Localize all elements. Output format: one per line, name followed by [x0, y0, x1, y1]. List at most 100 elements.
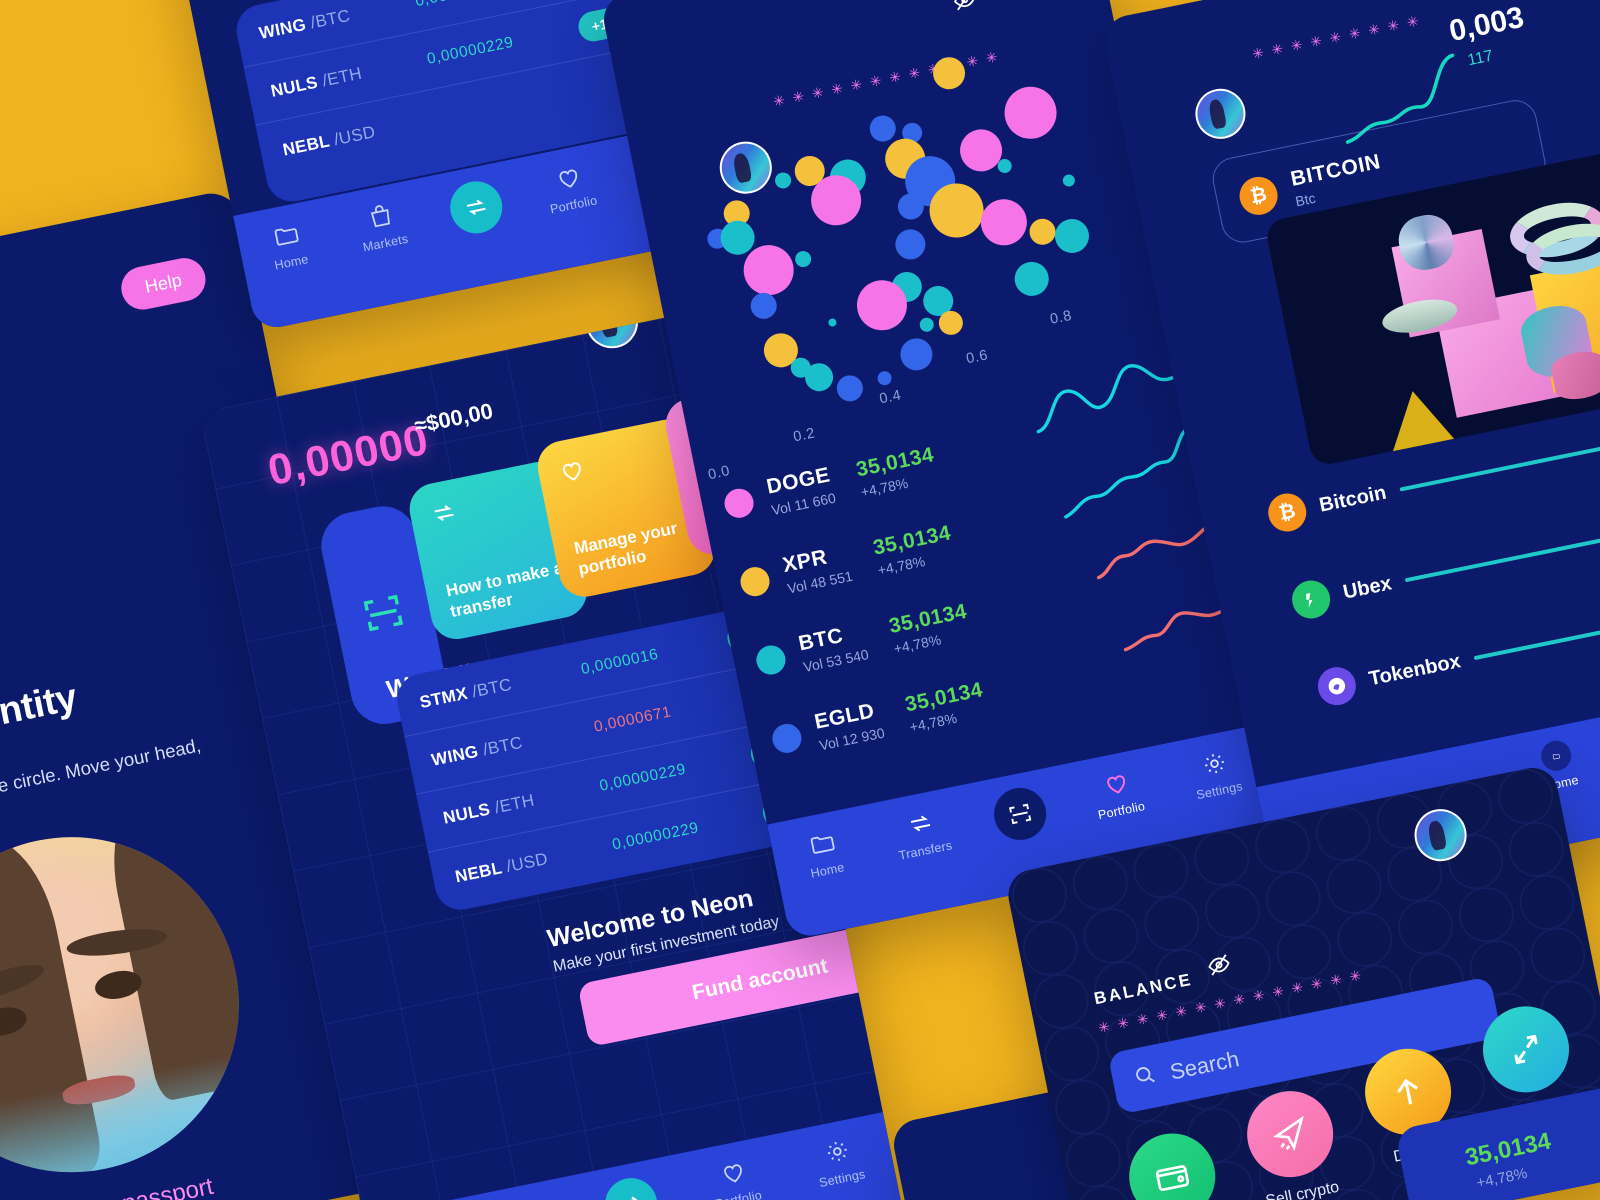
send-icon[interactable] — [1239, 1083, 1341, 1185]
nav-item-markets[interactable]: Markets — [483, 1192, 571, 1200]
price-value: 0,00000229 — [425, 33, 516, 68]
price-value: 0,00000229 — [610, 818, 701, 853]
sparkline-xpr — [1064, 424, 1192, 519]
portfolio-coin-name: Bitcoin — [1317, 481, 1389, 517]
nav-item-scan[interactable] — [976, 780, 1066, 851]
tile-manage-portfolio[interactable]: Manage your portfolio — [533, 414, 720, 602]
price-value: 0,0000016 — [579, 645, 660, 679]
sparkline-bitcoin — [1345, 53, 1455, 144]
chart-bubble — [976, 194, 1031, 250]
price-value: 0,00000229 — [598, 760, 688, 795]
action-sell-crypto[interactable]: Sell crypto — [1239, 1083, 1346, 1200]
nav-item-portfolio[interactable]: Portfolio — [526, 155, 614, 220]
chart-bubble — [876, 369, 893, 387]
nav-label: Transfers — [897, 838, 954, 863]
pair-label: NEBL /USD — [453, 848, 550, 886]
ubex-icon — [1288, 577, 1334, 622]
heart-icon — [556, 455, 589, 492]
nav-item-home[interactable]: Home — [244, 212, 332, 277]
pair-label: NEBL /USD — [280, 121, 377, 160]
axis-tick: 0.4 — [878, 387, 903, 408]
chart-bubble — [748, 290, 779, 321]
price-value: 0,00000229 — [414, 0, 504, 11]
bitcoin-icon: ₿ — [1236, 173, 1281, 219]
nav-item-markets[interactable]: Markets — [338, 193, 426, 258]
chart-bubble — [918, 316, 935, 333]
transfer-icon[interactable] — [1475, 998, 1577, 1101]
portfolio-row[interactable]: Tokenbox — [1236, 584, 1600, 725]
transfer-icon[interactable] — [600, 1173, 662, 1200]
sparkline-btc — [1096, 512, 1233, 580]
nav-item-portfolio[interactable]: Portfolio — [1074, 761, 1162, 826]
eye-off-icon[interactable] — [1204, 950, 1236, 986]
coin-dot — [737, 564, 773, 599]
nav-item-settings[interactable]: Settings — [1172, 741, 1260, 806]
nav-item-transfers[interactable]: Transfers — [878, 800, 966, 865]
action-wallet[interactable] — [1121, 1125, 1225, 1200]
chart-bubble — [999, 81, 1062, 144]
nav-item-transfer[interactable] — [432, 174, 522, 245]
portfolio-coin-name: Tokenbox — [1366, 649, 1463, 690]
chart-bubble — [1051, 215, 1092, 256]
folder-icon — [1538, 738, 1574, 774]
nav-item-home[interactable]: Home — [780, 820, 868, 885]
arrow-up-icon[interactable] — [1357, 1041, 1459, 1143]
chart-bubble — [897, 335, 936, 374]
chart-bubble — [834, 373, 866, 404]
nav-item-home[interactable]: Home — [1514, 733, 1600, 798]
nav-label: Markets — [361, 231, 410, 255]
bottom-nav: Home — [1256, 683, 1600, 902]
chart-bubble — [892, 226, 929, 263]
nav-label: Portfolio — [548, 193, 599, 217]
nav-item-portfolio[interactable]: Portfolio — [691, 1150, 779, 1200]
eye-off-icon[interactable] — [949, 0, 981, 20]
search-input[interactable]: Search — [1107, 976, 1503, 1115]
chart-bubble — [827, 317, 838, 328]
nav-item-transfer[interactable] — [587, 1171, 677, 1200]
tile-label: How to make a transfer — [444, 557, 565, 621]
coin-name-block: EGLD Vol 12 930 — [813, 698, 886, 753]
screen-markets: ✳✳✳✳✳✳✳✳✳✳✳✳ 0.0 0.2 0.4 0.6 0.8 DOGE Vo… — [599, 0, 1281, 941]
nav-label: Home — [273, 252, 310, 273]
nav-label: Settings — [1195, 779, 1244, 803]
scan-icon — [356, 585, 411, 644]
gear-icon — [1196, 746, 1231, 781]
action-transfer[interactable]: Transfer — [1475, 998, 1582, 1128]
screen-coin-detail: ✳✳✳✳✳✳✳✳✳ 0,003 117 ₿ BITCOIN Btc — [1100, 0, 1600, 903]
chart-bubble — [930, 54, 968, 93]
gear-icon — [819, 1133, 854, 1168]
portfolio-bar — [1473, 606, 1600, 661]
action-deposit[interactable]: Deposit — [1357, 1041, 1464, 1170]
nav-label: Home — [809, 860, 846, 881]
bottom-nav: Home Transfers Portfolio Settings — [767, 725, 1280, 940]
axis-tick: 0.0 — [706, 462, 732, 484]
pair-label: WING /BTC — [257, 5, 352, 43]
tile-how-to-transfer[interactable]: How to make a transfer — [405, 457, 592, 644]
wallet-icon[interactable] — [1121, 1125, 1223, 1200]
nav-label: Settings — [817, 1167, 867, 1191]
scan-icon[interactable] — [989, 783, 1051, 845]
heart-icon — [550, 160, 585, 195]
transfer-icon[interactable] — [445, 176, 507, 239]
help-button[interactable]: Help — [117, 254, 210, 314]
avatar[interactable] — [1190, 84, 1250, 144]
chart-bubble — [793, 249, 813, 269]
tile-label: Manage your portfolio — [572, 518, 679, 579]
portfolio-row[interactable]: Ubex — [1218, 495, 1600, 636]
chart-bubble — [867, 113, 899, 144]
folder-icon — [804, 825, 839, 860]
screen-home-dashboard: 0,00000 ≈$00,00 How to make a transfer M… — [199, 306, 907, 1200]
pair-label: STMX /BTC — [418, 674, 514, 712]
nav-item-settings[interactable]: Settings — [795, 1128, 883, 1193]
coin-name-block: XPR Vol 48 551 — [781, 541, 854, 597]
tokenbox-icon — [1314, 663, 1360, 709]
pair-label: WING /BTC — [429, 732, 525, 770]
tile-scan[interactable] — [315, 500, 453, 731]
portfolio-bar — [1404, 516, 1600, 583]
folder-icon — [268, 217, 303, 252]
selfie-photo — [0, 807, 269, 1200]
headline-sub: 117 — [1466, 47, 1495, 70]
price-value: 0,0000671 — [592, 703, 673, 736]
axis-tick: 0.2 — [791, 425, 817, 446]
